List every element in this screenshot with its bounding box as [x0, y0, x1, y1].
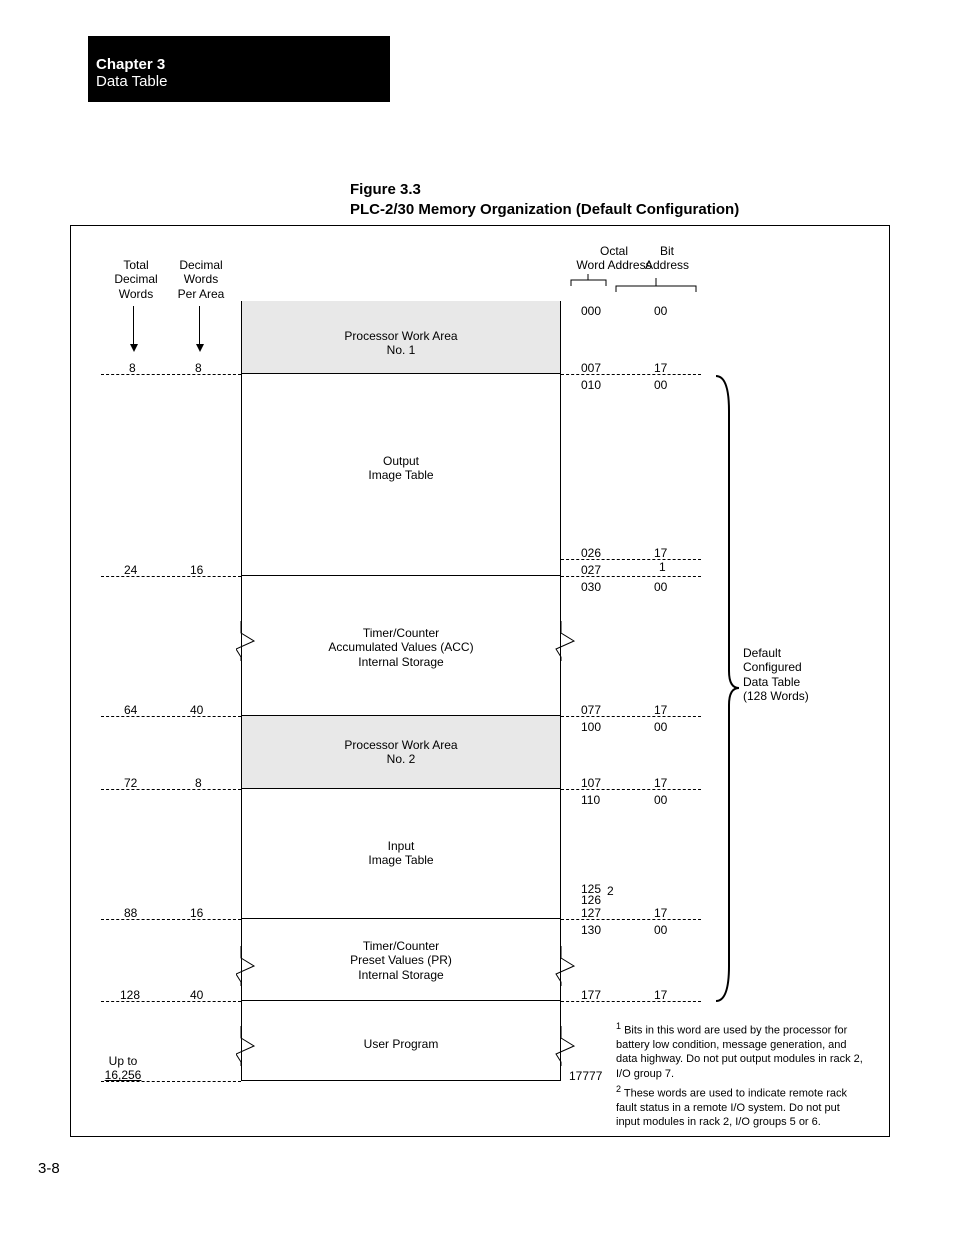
bit-17e: 17: [654, 906, 667, 920]
block-user-program: User Program: [241, 1001, 561, 1081]
dash-left: [101, 716, 241, 717]
addr-000: 000: [581, 304, 601, 318]
arrow-icon: [133, 306, 134, 344]
dash-left: [101, 374, 241, 375]
addr-17777: 17777: [569, 1069, 602, 1083]
bit-00d: 00: [654, 720, 667, 734]
figure-title: Figure 3.3 PLC-2/30 Memory Organization …: [350, 180, 739, 219]
block-output-image: OutputImage Table: [241, 374, 561, 576]
hdr-bit: BitAddress: [637, 244, 697, 273]
chapter-title: Chapter 3: [96, 56, 390, 73]
sup-1: 1: [659, 560, 666, 574]
footnote-1: 1 Bits in this word are used by the proc…: [616, 1021, 866, 1081]
chapter-header: Chapter 3 Data Table: [88, 36, 390, 102]
bracket-icon: [561, 274, 721, 302]
addr-100: 100: [581, 720, 601, 734]
break-icon: [236, 621, 266, 661]
break-icon: [546, 621, 576, 661]
break-icon: [546, 1026, 576, 1066]
bit-00: 00: [654, 304, 667, 318]
brace-icon: [711, 371, 741, 1006]
bit-17f: 17: [654, 988, 667, 1002]
dash-left: [101, 789, 241, 790]
total-r3: 64: [124, 703, 137, 717]
per-r4: 8: [195, 776, 202, 790]
bit-17d: 17: [654, 776, 667, 790]
total-r7: Up to16,256: [98, 1054, 148, 1083]
block-tc-pr: Timer/CounterPreset Values (PR)Internal …: [241, 919, 561, 1001]
addr-177: 177: [581, 988, 601, 1002]
block-pwa1: Processor Work AreaNo. 1: [241, 301, 561, 374]
figure-caption: PLC-2/30 Memory Organization (Default Co…: [350, 200, 739, 220]
addr-010: 010: [581, 378, 601, 392]
arrow-icon: [199, 306, 200, 344]
bit-17b: 17: [654, 546, 667, 560]
memory-diagram: TotalDecimalWords DecimalWordsPer Area O…: [70, 225, 890, 1137]
total-r1: 8: [129, 361, 136, 375]
break-icon: [236, 1026, 266, 1066]
chapter-subtitle: Data Table: [96, 73, 390, 90]
total-r6: 128: [120, 988, 140, 1002]
bit-17c: 17: [654, 703, 667, 717]
total-r4: 72: [124, 776, 137, 790]
per-r5: 16: [190, 906, 203, 920]
hdr-total-words: TotalDecimalWords: [106, 258, 166, 301]
dash-left: [101, 919, 241, 920]
addr-126: 126: [581, 893, 601, 907]
block-input-image: InputImage Table: [241, 789, 561, 919]
addr-027: 027: [581, 563, 601, 577]
figure-label: Figure 3.3: [350, 180, 739, 200]
addr-030: 030: [581, 580, 601, 594]
per-r2: 16: [190, 563, 203, 577]
bit-00f: 00: [654, 923, 667, 937]
sup-2: 2: [607, 884, 614, 898]
total-r5: 88: [124, 906, 137, 920]
break-icon: [546, 946, 576, 986]
addr-130: 130: [581, 923, 601, 937]
hdr-words-per-area: DecimalWordsPer Area: [171, 258, 231, 301]
bit-00b: 00: [654, 378, 667, 392]
bit-00e: 00: [654, 793, 667, 807]
total-r2: 24: [124, 563, 137, 577]
bit-00c: 00: [654, 580, 667, 594]
addr-077: 077: [581, 703, 601, 717]
addr-107: 107: [581, 776, 601, 790]
per-r6: 40: [190, 988, 203, 1002]
break-icon: [236, 946, 266, 986]
per-r1: 8: [195, 361, 202, 375]
addr-110: 110: [581, 793, 600, 807]
default-data-table-label: DefaultConfiguredData Table(128 Words): [743, 646, 833, 704]
dash-inner: [561, 559, 701, 560]
addr-026: 026: [581, 546, 601, 560]
block-tc-acc: Timer/CounterAccumulated Values (ACC)Int…: [241, 576, 561, 716]
block-pwa2: Processor Work AreaNo. 2: [241, 716, 561, 789]
bit-17a: 17: [654, 361, 667, 375]
addr-127: 127: [581, 906, 601, 920]
addr-007: 007: [581, 361, 601, 375]
per-r3: 40: [190, 703, 203, 717]
dash-left: [101, 576, 241, 577]
footnote-2: 2 These words are used to indicate remot…: [616, 1084, 866, 1130]
page-number: 3-8: [38, 1160, 60, 1177]
